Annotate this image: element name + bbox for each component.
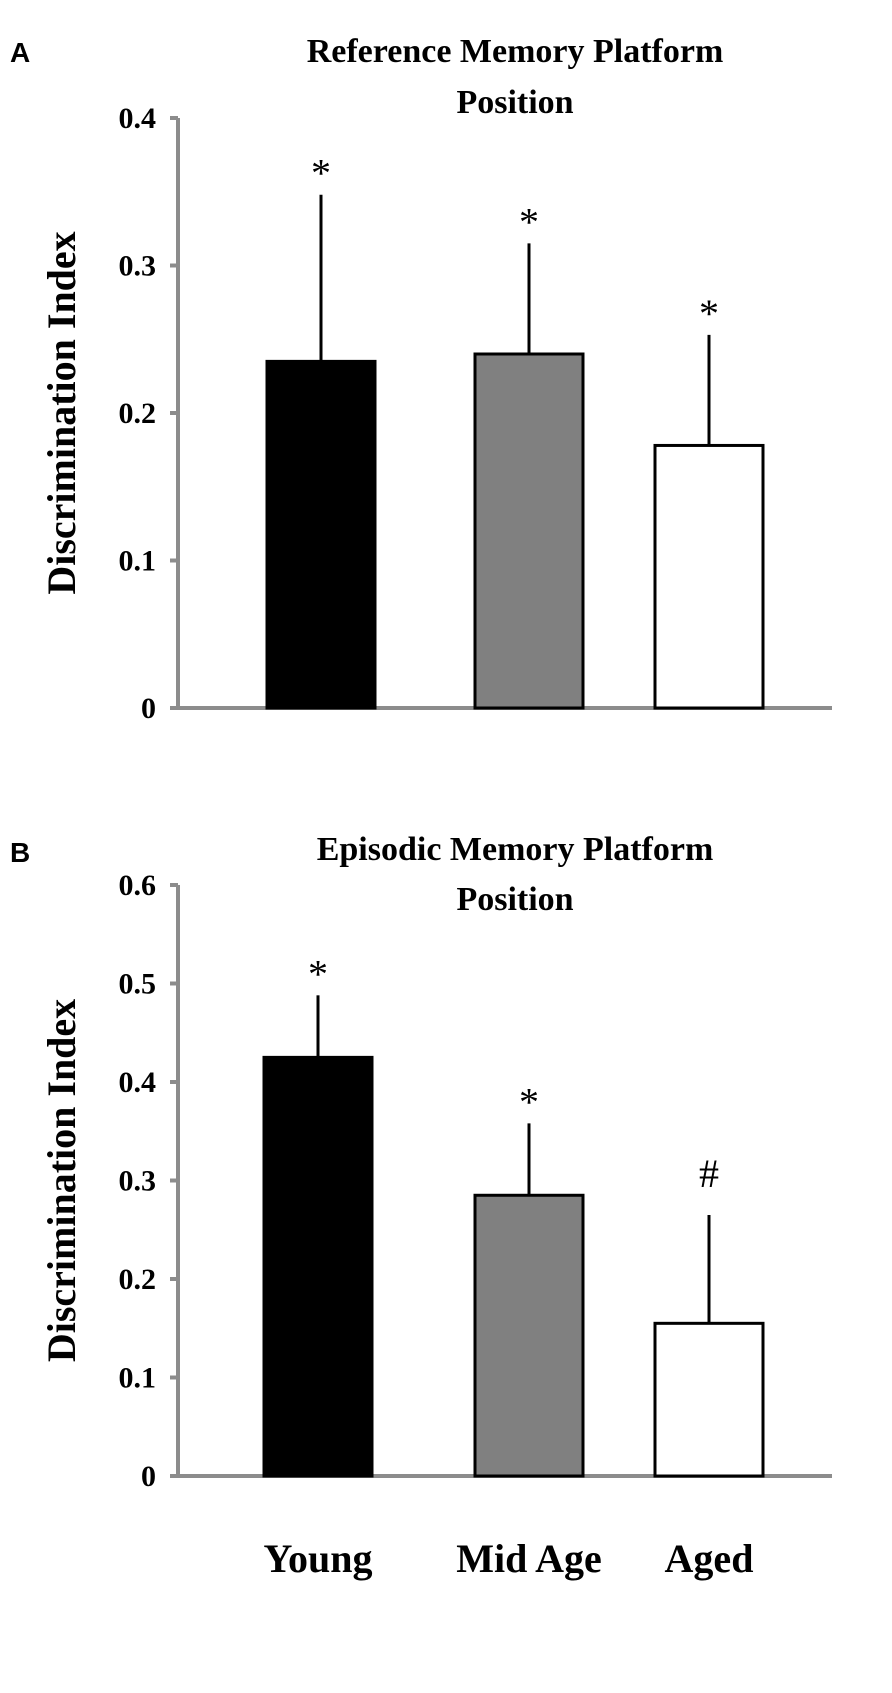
bar-aged xyxy=(653,1321,765,1478)
bar-mid-age xyxy=(473,352,585,710)
y-tick-label: 0.5 xyxy=(119,968,157,1001)
y-axis-label: Discrimination Index xyxy=(39,231,84,594)
x-category-label: Young xyxy=(264,1536,373,1581)
significance-mark: * xyxy=(699,291,719,336)
significance-mark: * xyxy=(308,951,328,996)
y-tick-label: 0 xyxy=(141,692,156,725)
y-tick-label: 0.4 xyxy=(119,1066,157,1099)
chart-title-line: Episodic Memory Platform xyxy=(317,831,714,868)
bar-mid-age xyxy=(473,1193,585,1478)
significance-mark: # xyxy=(699,1151,719,1196)
y-tick-label: 0.2 xyxy=(119,1263,157,1296)
chart-title-line: Position xyxy=(456,881,573,918)
panel-letter: A xyxy=(10,37,30,68)
chart-panel-b: B Episodic Memory Platform Position Discrim… xyxy=(10,831,832,1581)
chart-panel-a: A Reference Memory Platform Position Discri… xyxy=(10,33,832,725)
panel-letter: B xyxy=(10,837,30,868)
y-tick-label: 0.1 xyxy=(119,545,157,578)
x-category-label: Aged xyxy=(665,1536,754,1581)
y-tick-label: 0.3 xyxy=(119,1165,157,1198)
significance-mark: * xyxy=(519,1079,539,1124)
y-tick-label: 0.2 xyxy=(119,397,157,430)
bar-young xyxy=(265,359,377,710)
chart-title-line: Position xyxy=(456,84,573,121)
y-tick-label: 0 xyxy=(141,1460,156,1493)
chart-title-line: Reference Memory Platform xyxy=(307,33,724,70)
y-tick-label: 0.1 xyxy=(119,1362,157,1395)
bar-aged xyxy=(653,443,765,710)
y-axis-label: Discrimination Index xyxy=(39,999,84,1362)
significance-mark: * xyxy=(519,199,539,244)
x-category-label: Mid Age xyxy=(456,1536,602,1581)
bar-young xyxy=(262,1055,374,1478)
y-tick-label: 0.3 xyxy=(119,250,157,283)
significance-mark: * xyxy=(311,151,331,196)
y-tick-label: 0.6 xyxy=(119,869,157,902)
y-tick-label: 0.4 xyxy=(119,102,157,135)
